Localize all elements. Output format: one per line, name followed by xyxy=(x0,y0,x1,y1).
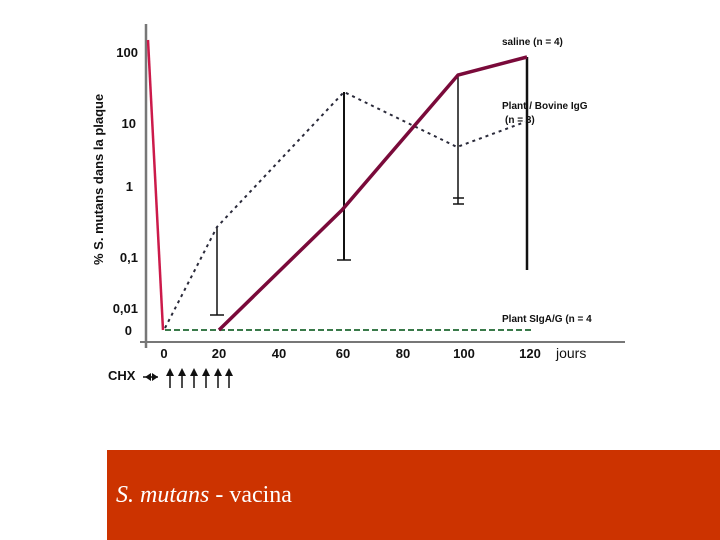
series-saline-line xyxy=(217,55,528,332)
caption-title: S. mutans - vacina xyxy=(116,482,292,509)
y-tick-1: 1 xyxy=(126,179,133,194)
chx-label: CHX xyxy=(108,368,136,383)
x-tick-0: 0 xyxy=(160,346,167,361)
series-saline-initial-drop xyxy=(146,39,165,331)
caption-banner xyxy=(107,450,720,540)
x-tick-60: 60 xyxy=(336,346,350,361)
legend-plant-bovine-1: Plant / Bovine IgG xyxy=(502,101,588,112)
y-tick-0-1: 0,1 xyxy=(120,250,138,265)
chart: % S. mutans dans la plaque 100 10 1 0,1 … xyxy=(91,24,625,388)
treatment-arrows xyxy=(143,368,233,388)
error-bars xyxy=(210,57,529,316)
y-tick-0: 0 xyxy=(125,323,132,338)
arrow-up-icon xyxy=(166,368,233,388)
y-tick-10: 10 xyxy=(122,116,136,131)
x-unit-label: jours xyxy=(555,345,586,361)
x-tick-80: 80 xyxy=(396,346,410,361)
legend-saline: saline (n = 4) xyxy=(502,37,563,48)
legend-plant-siga: Plant SIgA/G (n = 4 xyxy=(502,314,592,325)
series-plant-bovine-line xyxy=(164,90,526,329)
y-axis-title: % S. mutans dans la plaque xyxy=(91,94,106,265)
caption-italic: S. mutans xyxy=(116,482,210,508)
x-tick-20: 20 xyxy=(212,346,226,361)
legend-plant-bovine-2: (n = 3) xyxy=(505,115,535,126)
caption-rest: - vacina xyxy=(209,482,292,508)
y-tick-100: 100 xyxy=(116,45,138,60)
x-tick-100: 100 xyxy=(453,346,475,361)
y-tick-0-01: 0,01 xyxy=(113,301,138,316)
x-tick-120: 120 xyxy=(519,346,541,361)
x-tick-40: 40 xyxy=(272,346,286,361)
